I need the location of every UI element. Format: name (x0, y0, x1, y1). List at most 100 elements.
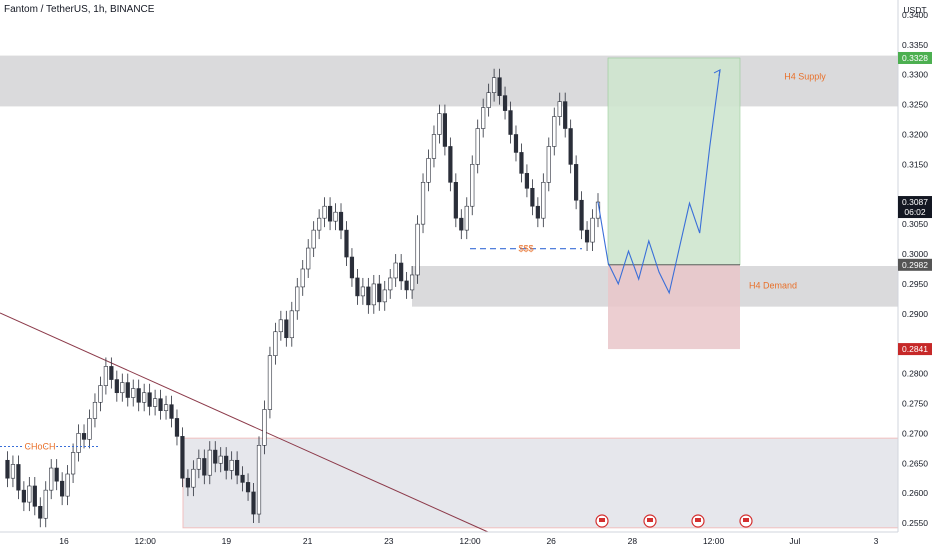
position-profit-area (607, 57, 741, 266)
candle (273, 331, 278, 356)
candle (153, 398, 158, 407)
candle (563, 101, 568, 129)
candle (224, 455, 229, 471)
candle (21, 489, 26, 503)
candle (81, 433, 87, 440)
candles (5, 68, 601, 528)
candle (431, 134, 437, 159)
time-tick-label: Jul (789, 536, 800, 546)
candle (284, 319, 289, 339)
candle (163, 404, 169, 411)
candle (98, 385, 103, 403)
candle (377, 283, 382, 303)
candle (382, 289, 387, 303)
choch-label: CHoCH (24, 442, 55, 452)
candle (196, 458, 201, 470)
price-tick-label: 0.2600 (902, 488, 928, 498)
candle (185, 477, 191, 488)
candle (388, 277, 393, 291)
candle (349, 256, 355, 279)
candle (5, 459, 10, 479)
candle (245, 482, 251, 493)
zone-label-h4-supply: H4 Supply (784, 72, 826, 82)
price-tag-label: 0.2982 (902, 260, 928, 270)
candle (38, 505, 43, 519)
price-tick-label: 0.3400 (902, 10, 928, 20)
price-tick-label: 0.3250 (902, 100, 928, 110)
candle (322, 205, 327, 219)
candle (508, 110, 513, 135)
price-tick-label: 0.3000 (902, 249, 928, 259)
event-flag-icon (695, 518, 701, 522)
candle (49, 467, 54, 491)
liquidity-label: $$$ (518, 244, 533, 254)
price-tick-label: 0.3300 (902, 70, 928, 80)
candle (530, 187, 535, 207)
candle (158, 398, 163, 411)
price-tick-label: 0.2800 (902, 369, 928, 379)
candle (218, 455, 223, 464)
candle (92, 401, 98, 419)
price-tick-label: 0.3050 (902, 219, 928, 229)
candle (437, 113, 442, 135)
event-flag-icon (647, 518, 653, 522)
candle (70, 452, 76, 475)
candle (574, 164, 579, 201)
candle (16, 464, 21, 491)
projection-arrow (713, 68, 721, 77)
candle (267, 355, 273, 410)
candle (256, 445, 262, 515)
candle (76, 433, 81, 453)
price-tag-label: 0.2841 (902, 344, 928, 354)
candle (169, 404, 174, 419)
candle (109, 366, 114, 380)
candle (584, 229, 590, 243)
position-loss-area (608, 264, 740, 350)
candle (535, 205, 540, 219)
projection-path (597, 69, 721, 295)
candle (546, 146, 551, 183)
price-tag-countdown: 06:02 (904, 207, 926, 217)
time-tick-label: 16 (59, 536, 69, 546)
candle (459, 217, 464, 231)
zone-label-h4-demand: H4 Demand (749, 281, 797, 291)
candle (289, 310, 294, 339)
candle (448, 146, 453, 183)
candle (513, 134, 519, 153)
candle (235, 459, 240, 476)
time-tick-label: 26 (546, 536, 556, 546)
candle (442, 113, 447, 147)
candle (114, 379, 119, 394)
candle (366, 286, 371, 306)
candle (552, 116, 557, 147)
candle (481, 107, 486, 129)
candle (344, 229, 349, 258)
candle (409, 274, 415, 291)
candle (240, 474, 245, 483)
candle (338, 211, 344, 231)
candle (10, 464, 16, 479)
candle (87, 418, 92, 440)
chart-title: Fantom / TetherUS, 1h, BINANCE (4, 4, 155, 15)
candle (524, 173, 530, 189)
candle (404, 280, 409, 291)
candle (136, 388, 141, 403)
time-tick-label: 28 (628, 536, 638, 546)
candle (131, 388, 136, 398)
price-tag-label: 0.3087 (902, 197, 928, 207)
time-axis-bg (0, 532, 898, 550)
candle (371, 283, 376, 306)
candle (54, 467, 59, 482)
time-tick-label: 12:00 (459, 536, 481, 546)
price-tick-label: 0.2750 (902, 398, 928, 408)
price-tag-label: 0.3328 (902, 53, 928, 63)
time-tick-label: 23 (384, 536, 394, 546)
candle (60, 480, 65, 497)
candle (541, 182, 546, 219)
time-tick-label: 12:00 (703, 536, 725, 546)
time-tick-label: 3 (874, 536, 879, 546)
time-tick-label: 19 (222, 536, 232, 546)
candle (399, 262, 404, 282)
price-tag (898, 51, 932, 64)
